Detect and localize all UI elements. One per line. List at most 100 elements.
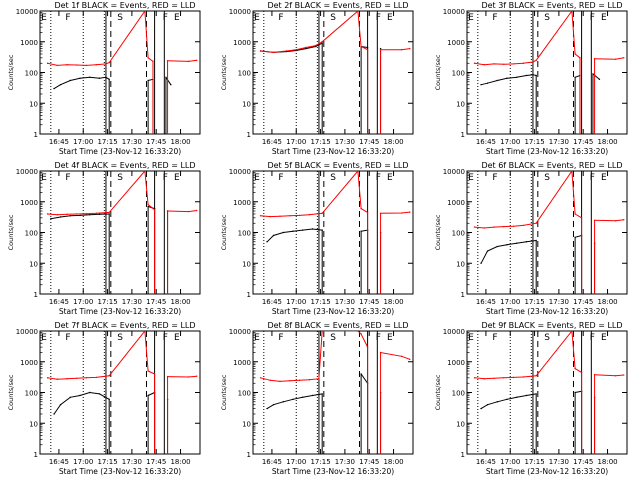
data-point [360, 207, 363, 210]
data-point [505, 398, 508, 401]
data-point [360, 230, 363, 232]
data-point [260, 377, 262, 379]
x-tick-label: 17:15 [524, 458, 544, 466]
y-tick-label: 1000 [20, 39, 38, 47]
x-tick-label: 17:45 [359, 298, 379, 306]
data-point [50, 218, 52, 220]
x-tick-label: 16:45 [475, 138, 495, 146]
plot-frame [466, 10, 628, 135]
data-point [76, 213, 78, 215]
data-point [144, 11, 146, 12]
data-point [574, 391, 576, 394]
x-tick-label: 17:45 [146, 298, 166, 306]
data-point [147, 394, 149, 397]
plot-title: Det 2f BLACK = Events, RED = LLD [268, 1, 409, 10]
y-tick-label: 1 [34, 131, 38, 139]
x-axis-label: Start Time (23-Nov-12 16:33:20) [486, 467, 608, 476]
data-point [166, 210, 169, 212]
data-point [409, 358, 411, 361]
y-tick-label: 10 [242, 260, 251, 268]
data-point [89, 213, 91, 216]
y-tick-label: 1 [247, 451, 251, 459]
data-point [321, 393, 324, 395]
data-point [108, 211, 110, 214]
data-point [367, 346, 369, 348]
data-point [147, 205, 149, 208]
y-tick-label: 10000 [16, 8, 38, 16]
y-tick-label: 100 [238, 390, 251, 398]
data-point [79, 394, 81, 397]
region-label: F [65, 173, 70, 183]
plot-frame [466, 330, 628, 455]
data-point [153, 373, 156, 375]
x-axis-label: Start Time (23-Nov-12 16:33:20) [59, 147, 181, 156]
data-point [53, 413, 55, 415]
y-tick-label: 100 [238, 70, 251, 78]
region-label: S [331, 173, 337, 183]
data-point [486, 404, 488, 406]
data-point [367, 49, 369, 51]
region-label: F [376, 333, 381, 343]
data-point [56, 213, 58, 216]
x-tick-label: 17:30 [335, 138, 355, 146]
data-point [266, 241, 269, 243]
data-point [522, 376, 524, 378]
data-point [535, 375, 537, 377]
detector-plot-9: Det 9f BLACK = Events, RED = LLD 1 10 100 10… [434, 321, 628, 476]
y-tick-label: 100 [451, 70, 464, 78]
plot-title: Det 1f BLACK = Events, RED = LLD [54, 1, 195, 10]
series-events-line [53, 76, 172, 134]
data-point [76, 377, 78, 379]
data-point [66, 63, 68, 66]
plot-title: Det 4f BLACK = Events, RED = LLD [54, 161, 195, 170]
detector-plot-8: Det 8f BLACK = Events, RED = LLD 1 10 100 10… [220, 321, 414, 476]
data-point [483, 378, 485, 380]
data-point [593, 58, 595, 60]
plot-title: Det 5f BLACK = Events, RED = LLD [268, 161, 409, 170]
x-tick-label: 16:45 [262, 138, 282, 146]
data-point [570, 11, 573, 12]
region-label: F [589, 333, 594, 343]
data-point [98, 213, 101, 216]
x-tick-label: 17:00 [73, 298, 93, 306]
data-point [305, 46, 308, 49]
y-tick-label: 10 [29, 100, 38, 108]
x-tick-label: 18:00 [597, 138, 617, 146]
region-label: E [41, 173, 47, 183]
data-point [480, 84, 482, 86]
y-tick-label: 100 [25, 390, 38, 398]
y-axis-label: Counts/sec [7, 54, 15, 90]
region-label: E [601, 333, 607, 343]
data-point [570, 331, 573, 332]
data-point [273, 404, 275, 406]
data-point [95, 212, 97, 215]
data-point [59, 404, 62, 406]
x-tick-label: 17:45 [573, 298, 593, 306]
data-point [505, 244, 508, 246]
y-tick-label: 10000 [442, 8, 464, 16]
data-point [79, 214, 81, 217]
region-label: F [163, 333, 168, 343]
data-point [308, 213, 311, 216]
data-point [95, 376, 97, 379]
data-point [505, 77, 508, 79]
x-tick-label: 17:15 [97, 138, 117, 146]
x-tick-label: 17:00 [73, 458, 93, 466]
detector-plot-4: Det 4f BLACK = Events, RED = LLD 1 10 100 10… [7, 161, 201, 316]
series-lld-line [46, 331, 198, 454]
plot-frame [252, 10, 414, 135]
x-tick-label: 18:00 [384, 458, 404, 466]
series-lld-line [473, 171, 625, 294]
region-label: E [387, 173, 393, 183]
region-label: S [331, 13, 337, 23]
data-point [105, 76, 107, 78]
x-tick-label: 17:45 [573, 458, 593, 466]
plot-frame [39, 330, 201, 455]
data-point [147, 79, 149, 82]
data-point [512, 376, 514, 379]
x-tick-label: 17:45 [359, 138, 379, 146]
series-events-line [480, 73, 600, 134]
data-point [59, 84, 62, 86]
y-tick-label: 100 [451, 230, 464, 238]
detector-plot-3: Det 3f BLACK = Events, RED = LLD 1 10 100 10… [434, 1, 628, 156]
